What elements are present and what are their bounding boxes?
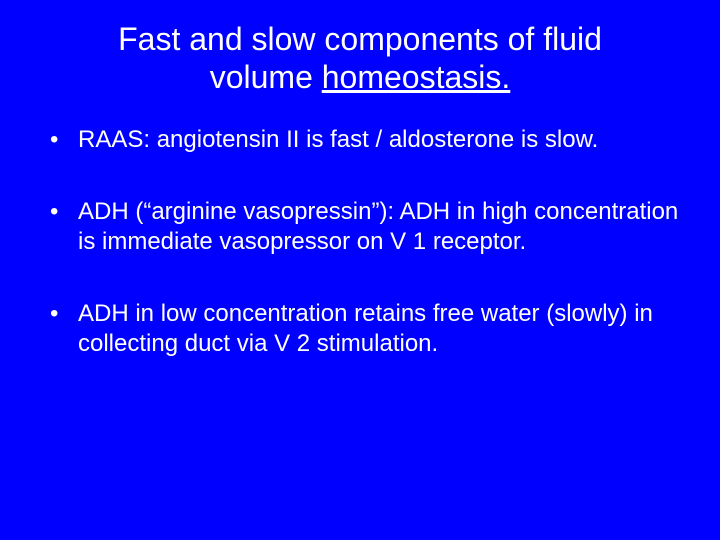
bullet-item: ADH (“arginine vasopressin”): ADH in hig… [50,197,680,257]
title-line2-underlined: homeostasis. [322,59,511,95]
bullet-item: RAAS: angiotensin II is fast / aldostero… [50,125,680,155]
title-line2-prefix: volume [210,59,322,95]
slide-title: Fast and slow components of fluid volume… [40,20,680,97]
title-line1: Fast and slow components of fluid [118,21,602,57]
slide: Fast and slow components of fluid volume… [0,0,720,540]
bullet-item: ADH in low concentration retains free wa… [50,299,680,359]
bullet-list: RAAS: angiotensin II is fast / aldostero… [40,125,680,401]
